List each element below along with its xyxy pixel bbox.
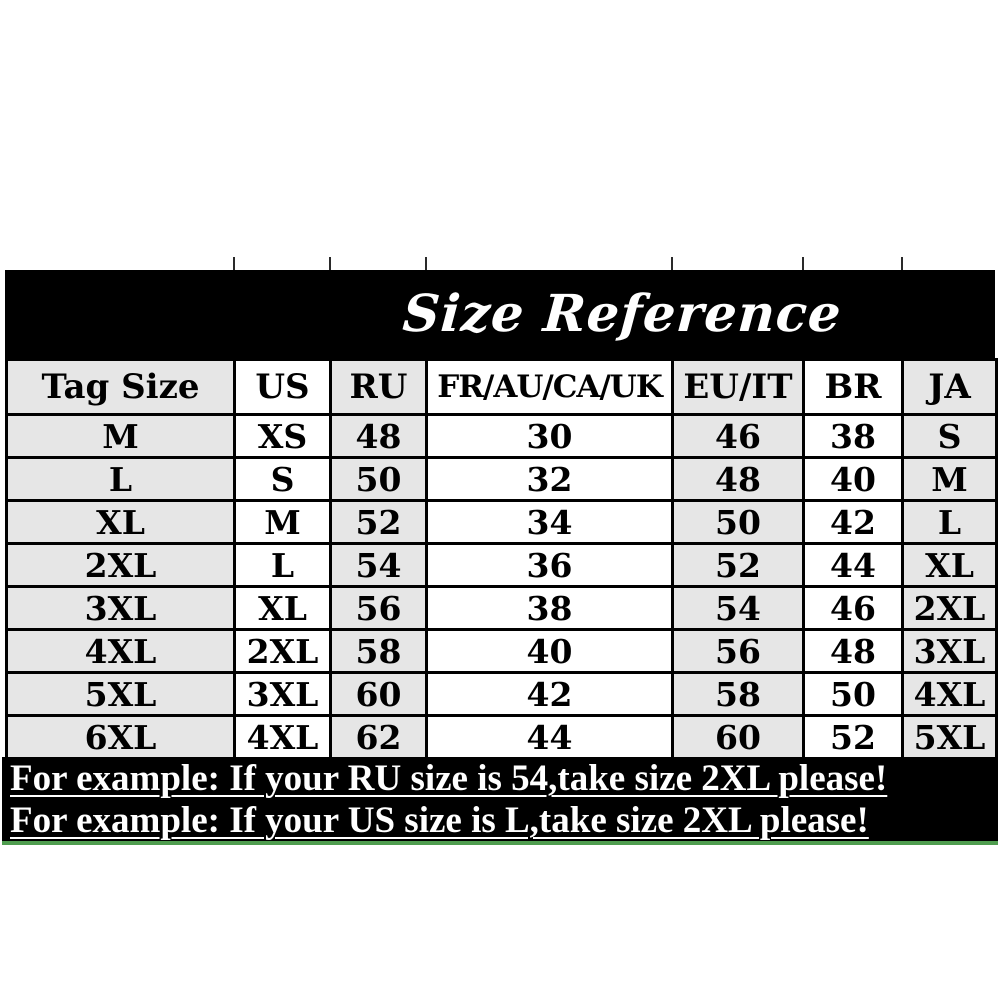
- size-cell: 4XL: [5, 628, 236, 674]
- table-row: M XS 48 30 46 38 S: [5, 413, 998, 459]
- size-cell: 52: [329, 499, 428, 545]
- gridline-stub: [802, 257, 804, 270]
- column-header: EU/IT: [671, 358, 805, 416]
- size-cell: 62: [329, 714, 428, 760]
- size-cell: 44: [425, 714, 674, 760]
- size-cell: 48: [671, 456, 805, 502]
- size-chart-table: Tag Size US RU FR/AU/CA/UK EU/IT BR JA M XS 48 30…: [5, 358, 998, 760]
- example-note: For example: If your RU size is 54,take …: [10, 758, 888, 799]
- size-cell: 34: [425, 499, 674, 545]
- size-cell: 40: [802, 456, 904, 502]
- size-cell: 42: [425, 671, 674, 717]
- size-cell: L: [5, 456, 236, 502]
- size-cell: 56: [329, 585, 428, 631]
- size-cell: 4XL: [233, 714, 332, 760]
- table-row: L S 50 32 48 40 M: [5, 456, 998, 502]
- size-cell: 46: [802, 585, 904, 631]
- size-cell: S: [233, 456, 332, 502]
- size-cell: 3XL: [233, 671, 332, 717]
- size-cell: 50: [671, 499, 805, 545]
- size-reference-banner: Size Reference: [5, 270, 995, 358]
- size-cell: 48: [329, 413, 428, 459]
- size-cell: 2XL: [233, 628, 332, 674]
- size-cell: 50: [329, 456, 428, 502]
- gridline-stub: [671, 257, 673, 270]
- table-row: 4XL 2XL 58 40 56 48 3XL: [5, 628, 998, 674]
- table-row: XL M 52 34 50 42 L: [5, 499, 998, 545]
- size-cell: M: [5, 413, 236, 459]
- table-body: M XS 48 30 46 38 S L S 50 32 48 40 M XL M 52 34 50 42 L 2XL L 5…: [5, 413, 998, 760]
- size-cell: 5XL: [5, 671, 236, 717]
- size-cell: 54: [671, 585, 805, 631]
- size-cell: 60: [329, 671, 428, 717]
- size-cell: 58: [329, 628, 428, 674]
- column-header: FR/AU/CA/UK: [425, 358, 674, 416]
- size-cell: 36: [425, 542, 674, 588]
- size-cell: L: [901, 499, 998, 545]
- size-cell: 58: [671, 671, 805, 717]
- gridline-stub: [329, 257, 331, 270]
- gridline-stub: [233, 257, 235, 270]
- size-cell: 56: [671, 628, 805, 674]
- example-note: For example: If your US size is L,take s…: [10, 800, 869, 841]
- column-header: Tag Size: [5, 358, 236, 416]
- size-cell: 2XL: [5, 542, 236, 588]
- column-header: BR: [802, 358, 904, 416]
- size-cell: 30: [425, 413, 674, 459]
- column-header: RU: [329, 358, 428, 416]
- size-cell: 40: [425, 628, 674, 674]
- size-cell: 38: [802, 413, 904, 459]
- size-cell: 60: [671, 714, 805, 760]
- size-cell: 52: [802, 714, 904, 760]
- table-row: 2XL L 54 36 52 44 XL: [5, 542, 998, 588]
- size-cell: M: [901, 456, 998, 502]
- size-cell: 48: [802, 628, 904, 674]
- size-cell: 38: [425, 585, 674, 631]
- size-cell: L: [233, 542, 332, 588]
- size-cell: 5XL: [901, 714, 998, 760]
- size-cell: S: [901, 413, 998, 459]
- column-header: JA: [901, 358, 998, 416]
- gridline-stub: [901, 257, 903, 270]
- size-cell: XL: [901, 542, 998, 588]
- size-cell: 54: [329, 542, 428, 588]
- size-cell: 46: [671, 413, 805, 459]
- size-cell: XL: [5, 499, 236, 545]
- size-cell: 2XL: [901, 585, 998, 631]
- example-notes: For example: If your RU size is 54,take …: [2, 757, 998, 845]
- size-cell: 32: [425, 456, 674, 502]
- table-row: 3XL XL 56 38 54 46 2XL: [5, 585, 998, 631]
- size-cell: M: [233, 499, 332, 545]
- column-header: US: [233, 358, 332, 416]
- size-cell: 6XL: [5, 714, 236, 760]
- size-cell: 44: [802, 542, 904, 588]
- size-cell: 52: [671, 542, 805, 588]
- gridline-stub: [425, 257, 427, 270]
- size-chart-title: Size Reference: [400, 284, 844, 344]
- size-cell: 4XL: [901, 671, 998, 717]
- size-cell: 42: [802, 499, 904, 545]
- size-cell: 50: [802, 671, 904, 717]
- size-cell: 3XL: [901, 628, 998, 674]
- table-row: 6XL 4XL 62 44 60 52 5XL: [5, 714, 998, 760]
- size-cell: 3XL: [5, 585, 236, 631]
- size-cell: XL: [233, 585, 332, 631]
- table-row: 5XL 3XL 60 42 58 50 4XL: [5, 671, 998, 717]
- header-row: Tag Size US RU FR/AU/CA/UK EU/IT BR JA: [5, 358, 998, 416]
- size-cell: XS: [233, 413, 332, 459]
